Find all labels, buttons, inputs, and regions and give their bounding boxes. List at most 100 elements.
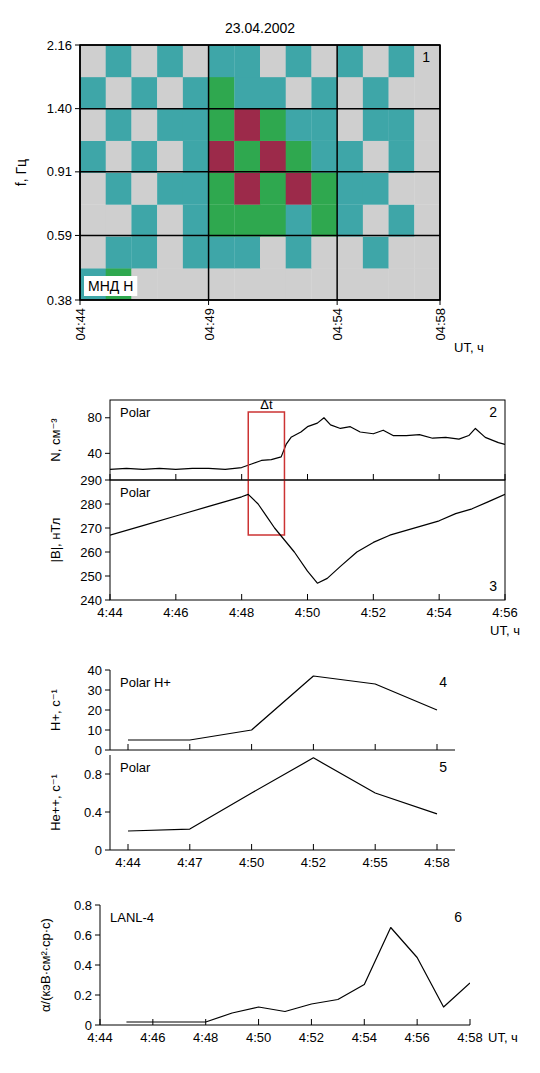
x-tick: [437, 744, 438, 750]
cell: [234, 109, 260, 141]
cell: [106, 77, 132, 109]
plot-area: [128, 676, 437, 740]
y-tick: [105, 670, 110, 671]
x-axis: [100, 1025, 470, 1026]
x-tick-label: 4:50: [246, 1030, 271, 1045]
cell: [311, 268, 337, 300]
x-tick-label: 4:48: [193, 1030, 218, 1045]
y-tick: [105, 576, 110, 577]
cell: [414, 77, 440, 109]
cell: [106, 141, 132, 173]
cell: [183, 173, 209, 205]
x-tick-label: 04:58: [433, 308, 448, 341]
x-tick-label: 4:44: [97, 605, 122, 620]
y-tick: [105, 690, 110, 691]
x-tick-label: 4:44: [115, 855, 140, 870]
cell: [260, 173, 286, 205]
y-tick: [95, 935, 100, 936]
cell: [157, 173, 183, 205]
y-tick: [95, 995, 100, 996]
y-tick-label: 0: [95, 843, 102, 858]
y-tick: [105, 710, 110, 711]
y-tick: [105, 528, 110, 529]
x-tick-label: 4:47: [177, 855, 202, 870]
cell: [363, 173, 389, 205]
cell: [286, 204, 312, 236]
y-axis-title: N, см⁻³: [48, 418, 63, 462]
x-axis-title: UT, ч: [488, 1030, 518, 1045]
x-tick: [251, 844, 252, 850]
y-axis-title: He++, с⁻¹: [48, 773, 63, 830]
x-tick-label: 4:50: [239, 855, 264, 870]
y-tick: [95, 905, 100, 906]
grid-line: [80, 108, 440, 110]
y-tick: [105, 730, 110, 731]
heatmap-cells: [80, 45, 440, 300]
x-tick-label: 4:58: [424, 855, 449, 870]
cell: [286, 173, 312, 205]
cell: [286, 109, 312, 141]
annotation: МНД H: [88, 278, 133, 294]
panel-label: 1: [422, 49, 430, 65]
frame: [110, 480, 505, 600]
y-tick-label: 0.8: [84, 767, 102, 782]
cell: [363, 141, 389, 173]
annotation: Polar H+: [120, 675, 171, 690]
y-tick-label: 0.8: [74, 898, 92, 913]
x-tick-label: 4:46: [163, 605, 188, 620]
cell: [286, 236, 312, 268]
cell: [286, 268, 312, 300]
x-tick: [505, 594, 506, 600]
x-tick-label: 4:52: [299, 1030, 324, 1045]
y-tick-label: 260: [80, 545, 102, 560]
y-tick: [105, 453, 110, 454]
x-tick: [189, 744, 190, 750]
cell: [80, 45, 106, 77]
cell: [157, 204, 183, 236]
x-tick: [307, 594, 308, 600]
cell: [389, 204, 415, 236]
cell: [311, 45, 337, 77]
x-tick-label: 4:54: [352, 1030, 377, 1045]
cell: [389, 268, 415, 300]
x-axis: [110, 850, 455, 851]
x-tick: [313, 844, 314, 850]
cell: [337, 268, 363, 300]
x-tick: [373, 594, 374, 600]
x-tick-label: 4:55: [363, 855, 388, 870]
y-axis: [110, 755, 111, 850]
x-tick-label: 4:56: [404, 1030, 429, 1045]
annotation: Polar: [120, 405, 151, 420]
cell: [183, 45, 209, 77]
grid-line: [208, 45, 210, 300]
cell: [260, 45, 286, 77]
cell: [80, 109, 106, 141]
x-tick: [110, 594, 111, 600]
cell: [363, 77, 389, 109]
x-tick: [258, 1019, 259, 1025]
cell: [389, 173, 415, 205]
cell: [80, 204, 106, 236]
cell: [209, 45, 235, 77]
grid-line: [336, 45, 338, 300]
x-tick-label: 4:50: [295, 605, 320, 620]
x-tick: [364, 1019, 365, 1025]
y-tick: [105, 850, 110, 851]
cell: [106, 204, 132, 236]
y-tick-label: 290: [80, 473, 102, 488]
cell: [311, 173, 337, 205]
plot-area: [128, 758, 437, 831]
grid-line: [80, 171, 440, 173]
cell: [131, 45, 157, 77]
cell: [183, 109, 209, 141]
cell: [311, 204, 337, 236]
x-tick: [313, 744, 314, 750]
y-tick: [105, 600, 110, 601]
x-tick-label: 4:52: [301, 855, 326, 870]
cell: [209, 77, 235, 109]
frame: [110, 400, 505, 480]
y-tick: [105, 750, 110, 751]
data-line: [110, 418, 505, 470]
annotation: LANL-4: [110, 910, 154, 925]
cell: [260, 204, 286, 236]
